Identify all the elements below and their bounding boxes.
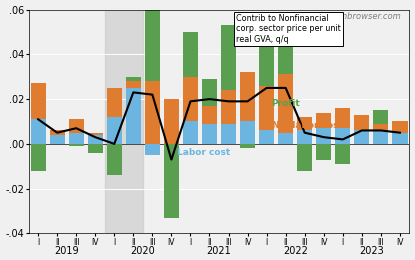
Text: 2022: 2022: [283, 246, 308, 256]
Bar: [335, 128, 350, 144]
Bar: [259, 86, 274, 131]
Bar: [221, 25, 236, 90]
Bar: [30, 83, 46, 119]
Text: 2021: 2021: [207, 246, 232, 256]
Bar: [316, 113, 331, 128]
Bar: [126, 88, 141, 144]
Bar: [145, 81, 160, 144]
Text: Labor cost: Labor cost: [177, 148, 230, 157]
Bar: [278, 74, 293, 133]
Bar: [221, 90, 236, 124]
Bar: [30, 119, 46, 144]
Bar: [278, 18, 293, 74]
Bar: [88, 133, 103, 135]
Bar: [240, 72, 255, 121]
Bar: [202, 79, 217, 106]
Bar: [105, 10, 143, 233]
Bar: [316, 128, 331, 144]
Bar: [126, 81, 141, 88]
Bar: [68, 144, 84, 146]
Bar: [107, 117, 122, 144]
Bar: [164, 99, 179, 144]
Bar: [68, 119, 84, 133]
Text: 2023: 2023: [359, 246, 384, 256]
Bar: [164, 144, 179, 218]
Bar: [259, 28, 274, 86]
Text: econbrowser.com: econbrowser.com: [328, 12, 402, 21]
Bar: [30, 144, 46, 171]
Text: Nonlabor cost: Nonlabor cost: [271, 121, 342, 131]
Bar: [107, 88, 122, 117]
Bar: [373, 124, 388, 131]
Bar: [335, 144, 350, 164]
Bar: [145, 144, 160, 155]
Bar: [297, 144, 312, 171]
Bar: [183, 77, 198, 121]
Bar: [221, 124, 236, 144]
Bar: [259, 131, 274, 144]
Bar: [49, 135, 65, 144]
Bar: [126, 77, 141, 81]
Bar: [297, 131, 312, 144]
Bar: [183, 121, 198, 144]
Bar: [335, 108, 350, 128]
Text: 2019: 2019: [54, 246, 79, 256]
Text: Contrib to Nonfinancial
corp. sector price per unit
real GVA, q/q: Contrib to Nonfinancial corp. sector pri…: [236, 14, 341, 44]
Text: Profit: Profit: [271, 99, 300, 108]
Bar: [145, 0, 160, 81]
Bar: [354, 131, 369, 144]
Bar: [49, 131, 65, 135]
Bar: [240, 144, 255, 148]
Bar: [68, 133, 84, 144]
Bar: [107, 144, 122, 175]
Bar: [240, 121, 255, 144]
Bar: [392, 121, 408, 133]
Bar: [183, 32, 198, 77]
Bar: [88, 135, 103, 144]
Bar: [373, 131, 388, 144]
Bar: [392, 133, 408, 144]
Bar: [278, 133, 293, 144]
Bar: [88, 144, 103, 153]
Bar: [354, 115, 369, 131]
Bar: [316, 144, 331, 160]
Text: 2020: 2020: [130, 246, 155, 256]
Bar: [202, 106, 217, 124]
Bar: [373, 110, 388, 124]
Bar: [202, 124, 217, 144]
Bar: [297, 117, 312, 131]
